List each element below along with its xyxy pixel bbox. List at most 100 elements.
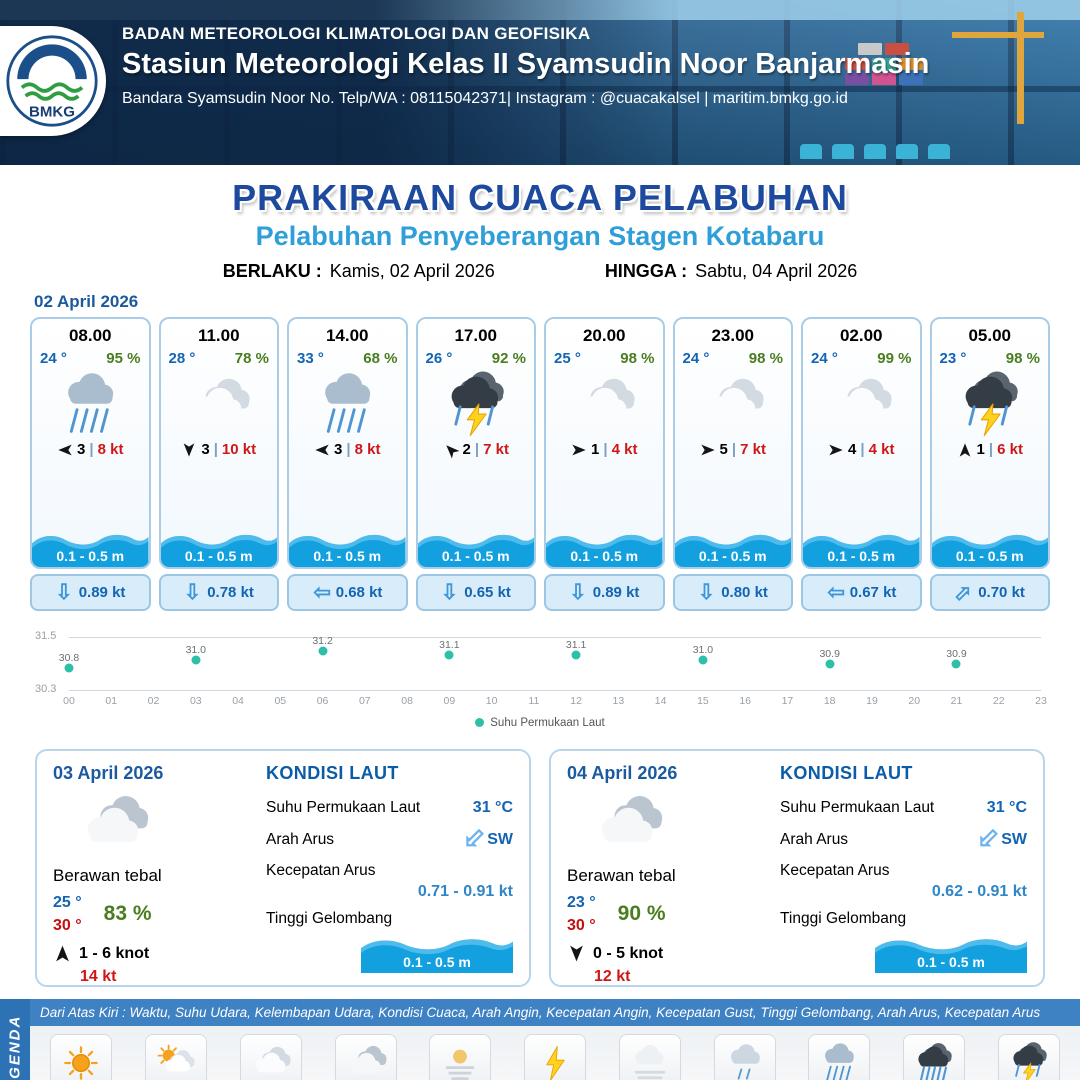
wind-speed: 3 [201, 441, 210, 458]
wind-row: 3 | 8 kt [32, 441, 149, 458]
gust-speed: 8 kt [97, 441, 124, 458]
wind-direction-icon [700, 444, 715, 455]
wind-direction-icon [315, 444, 329, 455]
weather-icon [305, 368, 389, 440]
light-rain-icon [720, 1040, 770, 1080]
wind-row: 1 | 6 kt [932, 441, 1049, 458]
wind-row: 3 | 10 kt [161, 441, 278, 458]
humidity: 92 % [491, 350, 526, 367]
gust-speed: 6 kt [997, 441, 1023, 458]
wave-height-label: Tinggi Gelombang [780, 910, 907, 927]
page-subtitle: Pelabuhan Penyeberangan Stagen Kotabaru [255, 221, 825, 251]
x-axis-tick: 05 [274, 695, 287, 707]
wave-height: 0.1 - 0.5 m [546, 527, 663, 567]
humidity: 68 % [363, 350, 398, 367]
wind-row: 1 | 4 kt [546, 441, 663, 458]
x-axis-tick: 07 [358, 695, 371, 707]
data-point [951, 659, 961, 669]
current-direction-label: Arah Arus [266, 830, 335, 848]
current-speed-value: 0.62 - 0.91 kt [931, 883, 1027, 900]
weather-icon [434, 368, 518, 440]
berlaku-value: Kamis, 02 April 2026 [329, 261, 495, 281]
legend-item: Berawan [223, 1034, 318, 1080]
wind-speed: 3 [77, 441, 86, 458]
data-point [698, 655, 708, 665]
temperature: 28 ° [168, 350, 196, 367]
bmkg-logo: BMKG [0, 26, 106, 136]
condition-label: Berawan tebal [567, 866, 676, 885]
forecast-card: 08.00 24 ° 95 % 3 | 8 kt 0.1 - 0.5 m ⇩ 0.89… [30, 317, 151, 611]
wind-speed: 1 [976, 441, 985, 458]
current-speed: ⇩ 0.89 kt [544, 574, 665, 611]
header: BMKG BADAN METEOROLOGI KLIMATOLOGI DAN G… [0, 0, 1080, 165]
wave-height: 0.1 - 0.5 m [803, 527, 920, 567]
legend-item: Berawan Tebal [318, 1034, 413, 1080]
legend-description: Dari Atas Kiri : Waktu, Suhu Udara, Kele… [30, 999, 1080, 1026]
wind-direction-icon [56, 945, 69, 962]
temperature: 33 ° [297, 350, 324, 367]
chart-legend: Suhu Permukaan Laut [35, 717, 1045, 729]
time-label: 02.00 [839, 326, 883, 345]
y-axis-tick: 31.5 [35, 630, 57, 642]
wind-direction-icon [442, 441, 460, 458]
moderate-rain-icon [814, 1040, 864, 1080]
wind-speed: 3 [334, 441, 343, 458]
current-direction-icon: ⇩ [697, 581, 716, 604]
daily-forecast-row: 03 April 2026 Berawan tebal 25 ° 30 ° 83… [0, 749, 1080, 987]
wave-height: 0.1 - 0.5 m [160, 527, 277, 567]
legend-side-label: LEGENDA [0, 999, 30, 1080]
x-axis-tick: 08 [401, 695, 413, 707]
weather-icon [819, 368, 903, 440]
current-direction-icon: ⇩ [440, 581, 459, 604]
gust-speed: 7 kt [740, 441, 766, 458]
x-axis-tick: 16 [739, 695, 752, 707]
weather-icon [177, 368, 261, 440]
x-axis-tick: 13 [612, 695, 625, 707]
temperature: 25 ° [554, 350, 581, 367]
hourly-forecast-row: 08.00 24 ° 95 % 3 | 8 kt 0.1 - 0.5 m ⇩ 0.89… [0, 317, 1080, 611]
wind-row: 1 - 6 knot [53, 944, 260, 963]
forecast-card: 05.00 23 ° 98 % 1 | 6 kt 0.1 - 0.5 m ⇩ 0.70… [929, 317, 1050, 611]
weather-icon [562, 368, 646, 440]
legend-dot-icon [475, 718, 485, 728]
wave-height: 0.1 - 0.5 m [931, 527, 1048, 567]
gust-speed: 10 kt [221, 441, 257, 458]
x-axis-tick: 09 [443, 695, 456, 707]
gust-speed: 14 kt [80, 968, 117, 986]
weather-icon [575, 786, 680, 864]
wave-height: 0.1 - 0.5 m [674, 527, 791, 567]
forecast-card: 23.00 24 ° 98 % 5 | 7 kt 0.1 - 0.5 m ⇩ 0.80… [672, 317, 793, 611]
gust-speed: 7 kt [483, 441, 509, 458]
waiting-seats [800, 144, 950, 159]
data-point-label: 31.0 [692, 643, 714, 656]
sea-conditions-title: KONDISI LAUT [266, 763, 399, 783]
current-speed: ⇩ 0.65 kt [415, 574, 536, 611]
temp-max: 30 ° [567, 917, 596, 935]
forecast-card: 14.00 33 ° 68 % 3 | 8 kt 0.1 - 0.5 m ⇩ 0.68… [287, 317, 408, 611]
wind-direction-icon [570, 945, 583, 962]
legend-items-row: Cerah Cerah Berawan Berawan Berawan Teba… [30, 1026, 1080, 1080]
sea-conditions-title: KONDISI LAUT [780, 763, 913, 783]
x-axis-tick: 15 [697, 695, 709, 707]
x-axis-tick: 06 [316, 695, 329, 707]
sea-conditions-panel: KONDISI LAUT Suhu Permukaan Laut 31 °C Ar… [774, 763, 1027, 973]
daily-date: 04 April 2026 [567, 763, 678, 783]
current-direction-value: SW [487, 830, 513, 848]
data-point [825, 659, 835, 669]
time-label: 23.00 [711, 326, 755, 345]
current-direction-icon: ⇩ [183, 581, 202, 604]
wind-direction-icon [58, 444, 72, 455]
wind-direction-icon [959, 442, 970, 457]
temp-min: 25 ° [53, 894, 82, 911]
sst-label: Suhu Permukaan Laut [266, 799, 421, 816]
humidity: 98 % [748, 350, 783, 367]
weather-icon [48, 368, 132, 440]
temp-max: 30 ° [53, 917, 82, 935]
forecast-card: 11.00 28 ° 78 % 3 | 10 kt 0.1 - 0.5 m ⇩ 0.7… [158, 317, 279, 611]
bmkg-logo-icon: BMKG [6, 35, 98, 127]
legend-item: Hujan Ringan [697, 1034, 792, 1080]
temperature: 23 ° [939, 350, 967, 367]
y-axis-tick: 30.3 [35, 683, 57, 695]
hingga-value: Sabtu, 04 April 2026 [695, 261, 858, 281]
data-point-label: 30.9 [819, 648, 840, 660]
